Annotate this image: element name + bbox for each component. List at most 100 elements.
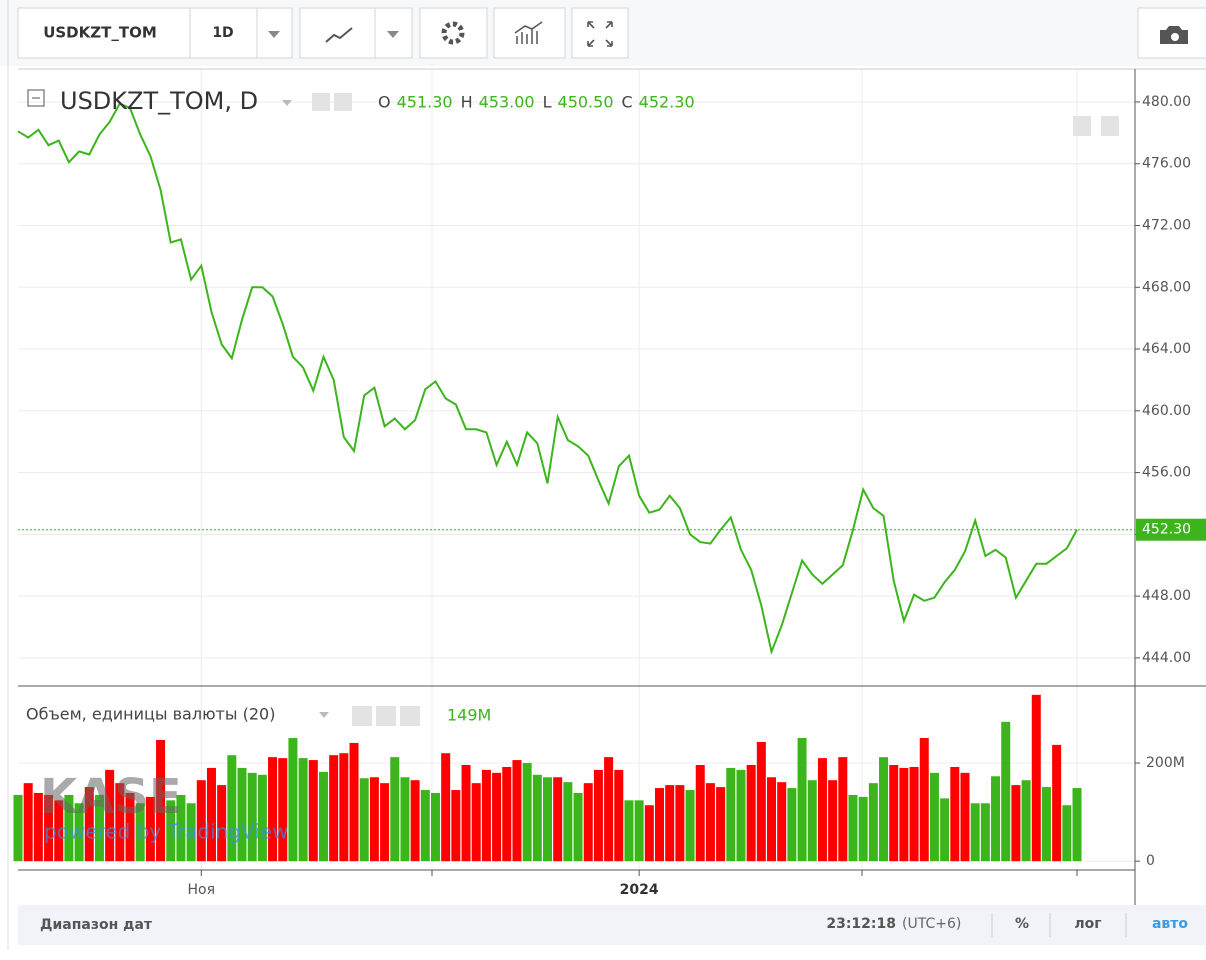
volume-bar bbox=[176, 794, 186, 862]
settings-button[interactable] bbox=[419, 7, 488, 59]
camera-lens bbox=[1171, 33, 1179, 41]
arrow-icon bbox=[268, 31, 280, 38]
watermark-logo: KASE bbox=[40, 769, 182, 825]
volume-bar bbox=[298, 758, 308, 862]
watermark-powered: powered by TradingView bbox=[44, 820, 288, 844]
volume-bar bbox=[257, 774, 267, 862]
ohlc-value: 450.50 bbox=[558, 93, 614, 112]
volume-bar bbox=[940, 798, 950, 862]
volume-bar bbox=[451, 790, 461, 862]
scale-icon[interactable] bbox=[1101, 116, 1119, 136]
volume-bar bbox=[359, 778, 369, 862]
ohlc-value: 453.00 bbox=[479, 93, 535, 112]
volume-bar bbox=[573, 792, 583, 862]
volume-bar bbox=[1001, 721, 1011, 862]
collapse-icon[interactable] bbox=[27, 89, 45, 107]
indicators-button[interactable] bbox=[493, 7, 566, 59]
volume-bar bbox=[726, 767, 736, 862]
style-button[interactable] bbox=[299, 7, 376, 59]
volume-bar bbox=[1052, 744, 1062, 862]
scale-icon[interactable] bbox=[1073, 116, 1091, 136]
volume-bar bbox=[970, 803, 980, 862]
y-tick-label: 444.00 bbox=[1142, 650, 1191, 666]
volume-bar bbox=[74, 803, 84, 862]
volume-bar bbox=[492, 772, 502, 862]
volume-bar bbox=[308, 760, 318, 862]
y-tick-label: 200M bbox=[1146, 755, 1185, 771]
style-dropdown[interactable] bbox=[374, 7, 413, 59]
volume-bar bbox=[461, 764, 471, 862]
volume-bar bbox=[828, 780, 838, 862]
volume-bar bbox=[868, 783, 878, 862]
volume-bar bbox=[156, 739, 166, 862]
close-icon[interactable] bbox=[400, 706, 420, 726]
gear-icon bbox=[441, 21, 465, 45]
volume-legend: Объем, единицы валюты (20) bbox=[26, 705, 275, 724]
volume-bar bbox=[380, 783, 390, 862]
y-tick-label: 464.00 bbox=[1142, 341, 1191, 357]
volume-bar bbox=[105, 769, 115, 862]
volume-bar bbox=[1011, 785, 1021, 862]
volume-bar bbox=[268, 757, 278, 862]
log-toggle[interactable]: лог bbox=[1074, 916, 1101, 932]
volume-bar bbox=[634, 800, 644, 862]
volume-bar bbox=[339, 753, 349, 862]
volume-bar bbox=[1072, 788, 1082, 862]
volume-bar bbox=[950, 766, 960, 862]
volume-bar bbox=[705, 783, 715, 862]
volume-bar bbox=[797, 738, 807, 862]
x-tick-label: Ноя bbox=[188, 882, 216, 898]
volume-bar bbox=[125, 792, 135, 862]
volume-bar bbox=[563, 782, 573, 862]
eye-icon[interactable] bbox=[312, 93, 330, 111]
volume-bar bbox=[583, 783, 593, 862]
arrow-icon bbox=[387, 31, 399, 38]
volume-bar bbox=[441, 753, 451, 862]
date-range[interactable]: Диапазон дат bbox=[40, 917, 153, 933]
volume-bar bbox=[410, 780, 420, 862]
symbol-button[interactable] bbox=[17, 7, 191, 59]
volume-bar bbox=[94, 794, 104, 862]
volume-bar bbox=[135, 803, 145, 862]
volume-bar bbox=[593, 769, 603, 862]
volume-bar bbox=[787, 788, 797, 862]
auto-toggle[interactable]: авто bbox=[1152, 916, 1188, 932]
volume-bar bbox=[848, 794, 858, 862]
volume-bar bbox=[756, 741, 766, 862]
volume-bar bbox=[777, 782, 787, 862]
indicators-icon bbox=[514, 21, 543, 44]
volume-bar bbox=[278, 758, 288, 862]
price-line bbox=[17, 102, 1078, 656]
volume-bar bbox=[695, 764, 705, 862]
volume-last: 149M bbox=[447, 706, 491, 725]
volume-bar bbox=[217, 785, 227, 862]
settings-icon[interactable] bbox=[334, 93, 352, 111]
last-price-box bbox=[1136, 518, 1206, 541]
volume-bar bbox=[929, 772, 939, 862]
volume-bar bbox=[879, 757, 889, 862]
fullscreen-button[interactable] bbox=[571, 7, 629, 59]
volume-bar bbox=[909, 766, 919, 862]
volume-bar bbox=[655, 788, 665, 862]
timezone[interactable]: (UTC+6) bbox=[902, 916, 961, 932]
volume-bar bbox=[746, 764, 756, 862]
volume-bar bbox=[329, 755, 339, 862]
volume-bar bbox=[420, 790, 430, 862]
y-tick-label: 448.00 bbox=[1142, 588, 1191, 604]
volume-bar bbox=[532, 774, 542, 862]
volume-bar bbox=[1031, 694, 1041, 862]
percent-toggle[interactable]: % bbox=[1015, 916, 1029, 932]
volume-bar bbox=[369, 777, 379, 862]
volume-bar bbox=[522, 763, 532, 862]
volume-bar bbox=[227, 755, 237, 862]
y-tick-label: 476.00 bbox=[1142, 156, 1191, 172]
volume-bar bbox=[817, 758, 827, 862]
eye-icon[interactable] bbox=[352, 706, 372, 726]
volume-bar bbox=[115, 783, 125, 862]
chart-title: USDKZT_TOM, D bbox=[60, 87, 258, 115]
last-price-label: 452.30 bbox=[1142, 522, 1191, 538]
volume-bar bbox=[196, 780, 206, 862]
y-tick-label: 0 bbox=[1146, 853, 1155, 869]
volume-bar bbox=[919, 738, 929, 862]
settings-icon[interactable] bbox=[376, 706, 396, 726]
